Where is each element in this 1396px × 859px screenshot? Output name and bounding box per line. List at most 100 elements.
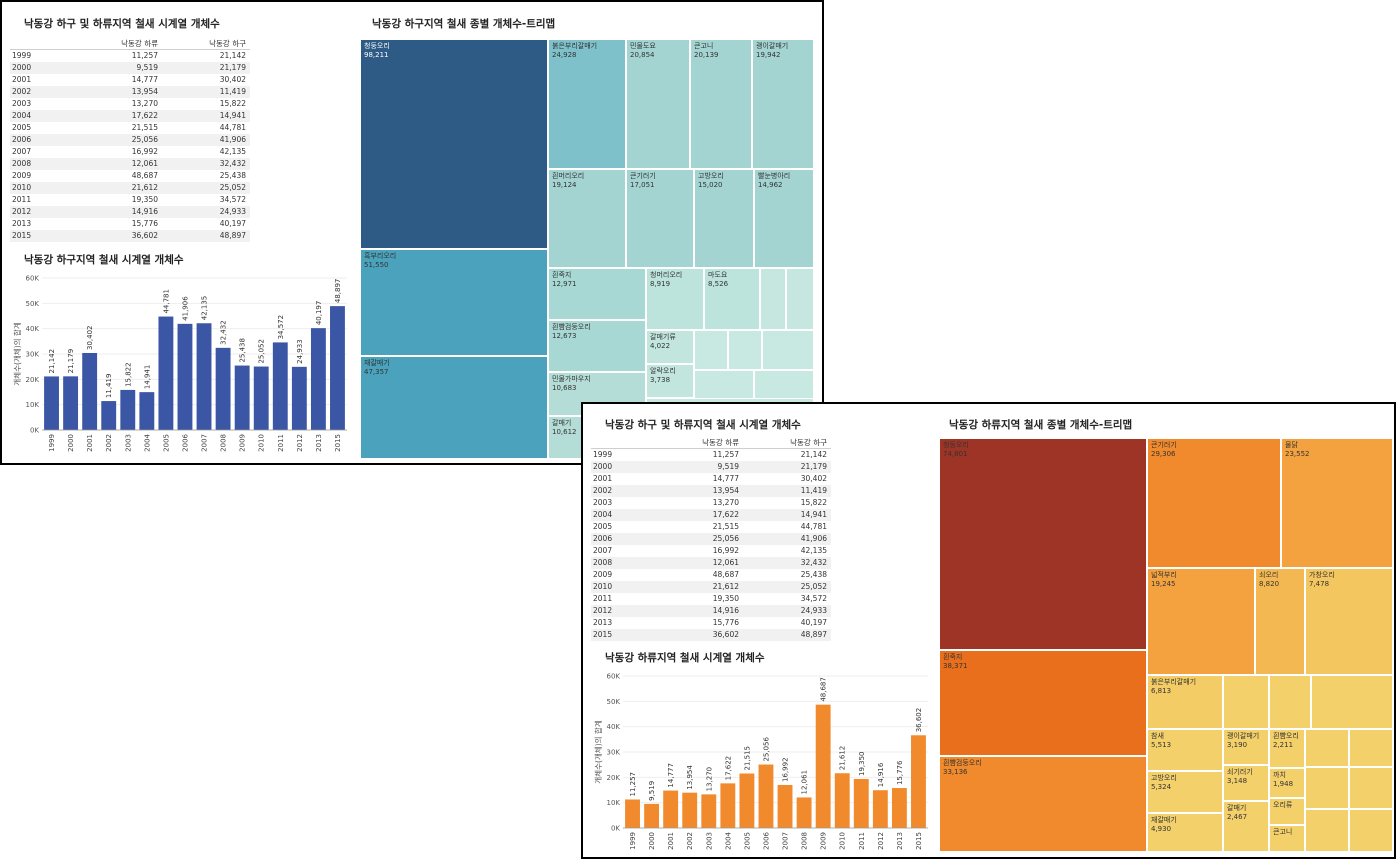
treemap-cell[interactable]: 넓적부리 19,245 xyxy=(1147,568,1255,675)
treemap-cell[interactable]: 갈매기류 4,022 xyxy=(646,330,694,364)
treemap-cell[interactable] xyxy=(786,268,814,330)
treemap-cell[interactable]: 쇠기러기 3,148 xyxy=(1223,765,1269,801)
treemap-cell[interactable]: 큰기러기 17,051 xyxy=(626,169,694,268)
estuary-cell: 21,142 xyxy=(800,450,827,459)
treemap-cell[interactable]: 알락오리 3,738 xyxy=(646,364,694,398)
treemap-cell-name: 큰기러기 xyxy=(630,172,656,180)
bar xyxy=(777,784,793,828)
treemap-cell[interactable]: 붉은부리갈매기 24,928 xyxy=(548,39,626,169)
treemap-cell-name: 큰고니 xyxy=(1273,828,1293,836)
treemap-cell[interactable]: 빨눈병아리 14,962 xyxy=(754,169,814,268)
treemap-cell-value: 2,467 xyxy=(1227,813,1248,821)
treemap-cell[interactable]: 갈매기 2,467 xyxy=(1223,801,1269,852)
treemap-cell[interactable]: 민물도요 20,854 xyxy=(626,39,690,169)
x-tick-label: 2009 xyxy=(239,434,247,452)
treemap-cell[interactable]: 참새 5,513 xyxy=(1147,729,1223,771)
treemap-cell[interactable]: 재갈매기 47,357 xyxy=(360,356,548,459)
table-row: 1999 11,257 21,142 xyxy=(591,449,831,461)
bar xyxy=(215,347,231,430)
downstream-cell: 21,612 xyxy=(712,582,739,591)
treemap-cell[interactable] xyxy=(1305,729,1349,767)
treemap-cell[interactable] xyxy=(1305,809,1349,852)
treemap-cell[interactable]: 물닭 23,552 xyxy=(1281,438,1393,568)
data-label: 9,519 xyxy=(648,781,656,801)
x-tick-label: 2012 xyxy=(296,434,304,452)
estuary-cell: 44,781 xyxy=(800,522,827,531)
treemap-cell[interactable]: 흰죽지 38,371 xyxy=(939,650,1147,756)
treemap-cell[interactable]: 괭이갈매기 19,942 xyxy=(752,39,814,169)
treemap-cell[interactable] xyxy=(1349,729,1393,767)
treemap-cell[interactable] xyxy=(760,268,786,330)
x-tick-label: 2011 xyxy=(277,434,285,452)
bar xyxy=(177,323,193,430)
treemap-cell[interactable]: 붉은부리갈매기 6,813 xyxy=(1147,675,1223,729)
data-label: 42,135 xyxy=(201,296,209,321)
treemap-cell[interactable]: 흰뺨검둥오리 33,136 xyxy=(939,756,1147,852)
downstream-cell: 48,687 xyxy=(712,570,739,579)
data-label: 14,777 xyxy=(667,763,675,788)
treemap-cell[interactable] xyxy=(1349,809,1393,852)
downstream-cell: 14,916 xyxy=(712,606,739,615)
treemap-cell[interactable]: 큰고니 xyxy=(1269,825,1305,852)
treemap-cell[interactable]: 오리류 xyxy=(1269,798,1305,825)
treemap-cell[interactable]: 흰뺨오리 2,211 xyxy=(1269,729,1305,768)
treemap-cell[interactable]: 까치 1,948 xyxy=(1269,768,1305,798)
treemap-cell-name: 갈매기 xyxy=(1227,804,1247,812)
treemap-cell[interactable]: 고방오리 15,020 xyxy=(694,169,754,268)
bar-chart: 0K 10K 20K 30K 40K 50K 60K 개체수(개체)의 합계 11,257 199… xyxy=(593,673,928,850)
col-header-downstream: 낙동강 하류 xyxy=(702,438,739,447)
treemap-cell-name: 고방오리 xyxy=(1151,774,1177,782)
treemap-cell[interactable] xyxy=(1269,675,1311,729)
treemap-cell[interactable]: 큰고니 20,139 xyxy=(690,39,752,169)
treemap-cell[interactable]: 쇠오리 8,820 xyxy=(1255,568,1305,675)
treemap-cell-name: 고방오리 xyxy=(698,172,724,180)
y-tick-label: 0K xyxy=(611,825,620,833)
year-cell: 2015 xyxy=(593,630,613,639)
treemap-cell[interactable]: 청머리오리 8,919 xyxy=(646,268,704,330)
treemap-cell[interactable] xyxy=(694,330,728,370)
treemap-cell[interactable]: 흰뺨검둥오리 12,673 xyxy=(548,320,646,372)
data-label: 13,954 xyxy=(686,765,694,790)
treemap-cell[interactable]: 재갈매기 4,930 xyxy=(1147,813,1223,852)
bar xyxy=(44,376,59,430)
data-label: 21,179 xyxy=(67,349,75,374)
treemap-cell[interactable]: 마도요 8,526 xyxy=(704,268,760,330)
year-cell: 2013 xyxy=(12,219,32,228)
treemap-cell[interactable] xyxy=(728,330,762,370)
treemap-cell[interactable]: 청둥오리 98,211 xyxy=(360,39,548,249)
estuary-cell: 15,822 xyxy=(800,498,827,507)
y-tick-label: 50K xyxy=(26,300,40,308)
downstream-cell: 21,612 xyxy=(131,183,158,192)
table-row: 2008 12,061 32,432 xyxy=(10,158,250,170)
treemap-cell[interactable] xyxy=(1311,675,1393,729)
treemap-cell[interactable]: 큰기러기 29,306 xyxy=(1147,438,1281,568)
year-cell: 2004 xyxy=(12,111,32,120)
x-tick-label: 2004 xyxy=(143,433,151,451)
treemap-cell[interactable] xyxy=(1349,767,1393,809)
treemap-cell[interactable] xyxy=(1223,675,1269,729)
treemap-cell[interactable]: 괭이갈매기 3,190 xyxy=(1223,729,1269,765)
treemap-cell[interactable]: 가창오리 7,478 xyxy=(1305,568,1393,675)
downstream-cell: 13,954 xyxy=(712,486,739,495)
treemap-cell[interactable] xyxy=(762,330,814,370)
estuary-cell: 32,432 xyxy=(800,558,827,567)
treemap-cell[interactable] xyxy=(1305,767,1349,809)
x-tick-label: 2000 xyxy=(648,832,656,850)
treemap-cell[interactable]: 흰죽지 12,971 xyxy=(548,268,646,320)
x-tick-label: 2013 xyxy=(315,434,323,452)
treemap-cell[interactable]: 청둥오리 74,801 xyxy=(939,438,1147,650)
treemap-cell[interactable]: 흰머리오리 19,124 xyxy=(548,169,626,268)
treemap-cell-value: 29,306 xyxy=(1151,450,1176,458)
downstream-cell: 14,916 xyxy=(131,207,158,216)
year-cell: 2008 xyxy=(593,558,613,567)
bar xyxy=(234,365,250,430)
downstream-cell: 25,056 xyxy=(131,135,158,144)
year-cell: 2009 xyxy=(12,171,32,180)
y-tick-label: 40K xyxy=(607,723,621,731)
treemap-cell-name: 민물가마우지 xyxy=(552,375,591,383)
estuary-cell: 21,142 xyxy=(219,51,246,60)
treemap-cell-name: 오리류 xyxy=(1273,801,1293,809)
treemap-cell[interactable]: 고방오리 5,324 xyxy=(1147,771,1223,813)
year-cell: 2006 xyxy=(593,534,613,543)
treemap-cell[interactable]: 흑부리오리 51,550 xyxy=(360,249,548,356)
